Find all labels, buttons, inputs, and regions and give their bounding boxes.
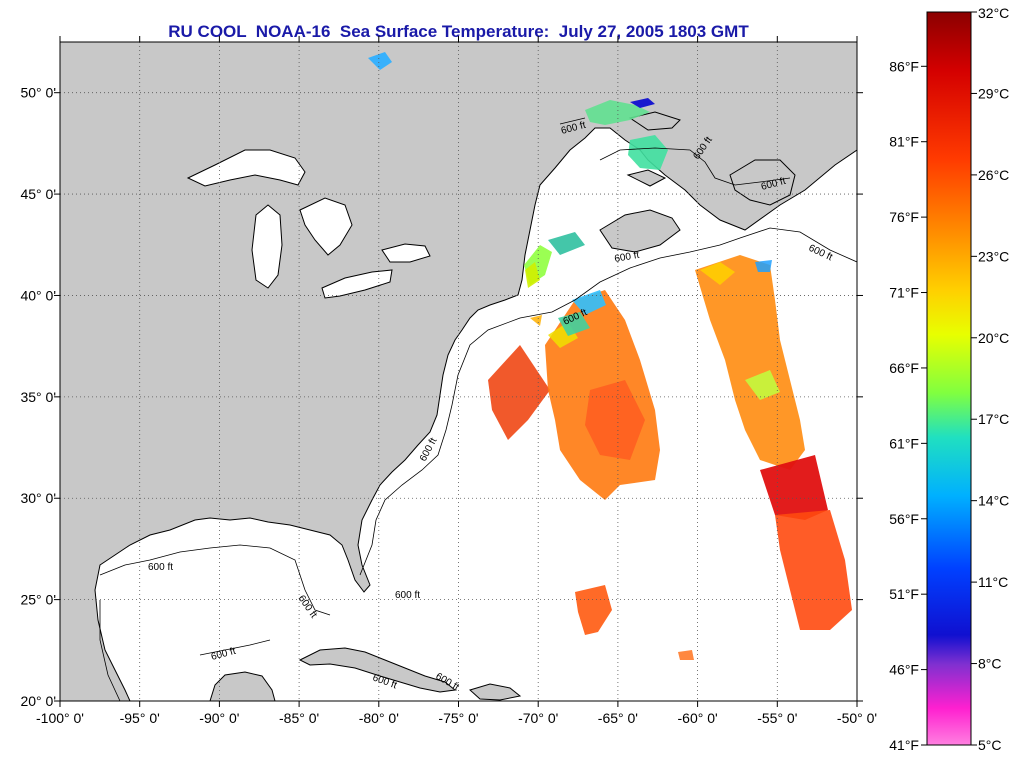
y-tick-label: 50° 0' xyxy=(20,85,56,101)
fahrenheit-label: 66°F xyxy=(889,360,919,376)
axis-ticks xyxy=(54,36,863,707)
celsius-label: 29°C xyxy=(978,85,1009,101)
fahrenheit-label: 51°F xyxy=(889,586,919,602)
y-tick-label: 40° 0' xyxy=(20,287,56,303)
x-tick-label: -65° 0' xyxy=(598,710,638,726)
fahrenheit-label: 56°F xyxy=(889,511,919,527)
land-island xyxy=(628,111,681,131)
sst-patch xyxy=(700,262,735,285)
sst-patch xyxy=(572,290,606,315)
fahrenheit-label: 71°F xyxy=(889,285,919,301)
fahrenheit-label: 76°F xyxy=(889,209,919,225)
sst-patch xyxy=(368,52,392,70)
sst-patch xyxy=(628,135,668,170)
x-tick-label: -55° 0' xyxy=(757,710,797,726)
y-tick-label: 20° 0' xyxy=(20,693,56,709)
sst-patch xyxy=(678,650,694,660)
map-title: RU COOL NOAA-16 Sea Surface Temperature:… xyxy=(168,22,749,41)
x-tick-label: -70° 0' xyxy=(518,710,558,726)
colorbar: 32°C 29°C 26°C 23°C 20°C 17°C 14°C 11°C 8°C 5°C 86… xyxy=(889,5,1009,753)
y-tick-label: 35° 0' xyxy=(20,389,56,405)
celsius-label: 11°C xyxy=(978,574,1008,590)
celsius-label: 23°C xyxy=(978,248,1009,264)
sst-patch xyxy=(755,260,772,272)
x-tick-label: -95° 0' xyxy=(120,710,160,726)
celsius-label: 32°C xyxy=(978,5,1009,21)
sst-patch xyxy=(585,100,650,125)
x-tick-label: -50° 0' xyxy=(837,710,877,726)
contour-label: 600 ft xyxy=(395,590,420,601)
colorbar-gradient xyxy=(926,11,972,746)
y-tick-label: 45° 0' xyxy=(20,186,56,202)
depth-contour xyxy=(99,117,857,701)
great-lakes xyxy=(186,149,431,299)
sst-patch xyxy=(630,98,655,108)
x-tick-label: -100° 0' xyxy=(36,710,84,726)
land-island xyxy=(626,169,667,187)
land-nova-scotia xyxy=(599,209,681,253)
fahrenheit-label: 61°F xyxy=(889,435,919,451)
colorbar-labels: 32°C 29°C 26°C 23°C 20°C 17°C 14°C 11°C 8°C 5°C 86… xyxy=(889,5,1009,753)
land-yucatan xyxy=(209,671,276,701)
sst-patch xyxy=(575,585,612,635)
celsius-label: 17°C xyxy=(978,411,1009,427)
celsius-label: 8°C xyxy=(978,656,1002,672)
celsius-label: 14°C xyxy=(978,493,1009,509)
y-tick-label: 25° 0' xyxy=(20,592,56,608)
axis-labels: -100° 0' -95° 0' -90° 0' -85° 0' -80° 0' -75°… xyxy=(20,85,877,726)
sst-patch xyxy=(585,380,645,460)
sst-patch xyxy=(745,370,780,400)
contour-label: 600 ft xyxy=(614,250,641,265)
x-tick-label: -80° 0' xyxy=(359,710,399,726)
x-tick-label: -60° 0' xyxy=(678,710,718,726)
land-cuba xyxy=(298,647,457,693)
celsius-label: 26°C xyxy=(978,167,1009,183)
sst-patch xyxy=(488,345,550,440)
x-tick-label: -90° 0' xyxy=(199,710,239,726)
sst-patch xyxy=(695,255,805,470)
fahrenheit-label: 46°F xyxy=(889,662,919,678)
sst-patch xyxy=(530,315,542,326)
sst-patch xyxy=(525,262,540,288)
fahrenheit-label: 81°F xyxy=(889,134,919,150)
y-tick-label: 30° 0' xyxy=(20,490,56,506)
celsius-label: 5°C xyxy=(978,737,1002,753)
graticule xyxy=(60,42,857,701)
land-newfoundland xyxy=(729,159,796,206)
contour-label: 600 ft xyxy=(148,562,173,573)
land-hispaniola xyxy=(469,683,522,701)
x-tick-label: -75° 0' xyxy=(438,710,478,726)
fahrenheit-label: 41°F xyxy=(889,737,919,753)
celsius-label: 20°C xyxy=(978,330,1009,346)
fahrenheit-label: 86°F xyxy=(889,58,919,74)
sst-patch xyxy=(548,232,585,255)
x-tick-label: -85° 0' xyxy=(279,710,319,726)
sst-patch xyxy=(558,312,590,336)
sst-patch xyxy=(760,455,828,520)
